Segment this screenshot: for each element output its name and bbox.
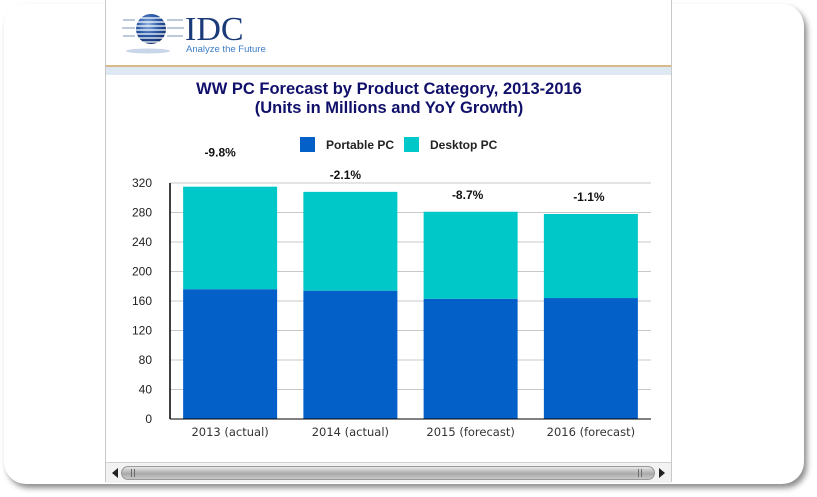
x-tick-label: 2013 (actual) bbox=[191, 425, 268, 439]
legend-swatch-desktop bbox=[404, 137, 419, 152]
chart-title: WW PC Forecast by Product Category, 2013… bbox=[196, 80, 582, 98]
scroll-right-arrow-icon[interactable] bbox=[659, 468, 665, 478]
growth-label: -1.1% bbox=[573, 190, 605, 204]
bars bbox=[183, 186, 638, 419]
y-tick-label: 200 bbox=[132, 265, 152, 279]
bar-desktop-pc bbox=[303, 191, 398, 291]
x-axis-ticks: 2013 (actual) 2014 (actual) 2015 (forecast… bbox=[191, 425, 635, 439]
bar-portable-pc bbox=[303, 290, 398, 419]
header-divider bbox=[106, 65, 671, 67]
growth-label: -8.7% bbox=[452, 188, 484, 202]
y-tick-label: 120 bbox=[132, 324, 152, 338]
y-axis-ticks: 0 40 80 120 160 200 240 280 320 bbox=[132, 176, 152, 426]
bar-desktop-pc bbox=[183, 186, 278, 290]
legend-swatch-portable bbox=[300, 137, 315, 152]
y-tick-label: 0 bbox=[145, 412, 152, 426]
chart-subtitle: (Units in Millions and YoY Growth) bbox=[255, 99, 524, 117]
bar-portable-pc bbox=[183, 289, 278, 419]
bar-desktop-pc bbox=[423, 211, 518, 299]
stacked-bar-chart: WW PC Forecast by Product Category, 2013… bbox=[132, 80, 651, 439]
logo-tagline: Analyze the Future bbox=[186, 44, 266, 55]
thumb-grip-right bbox=[641, 469, 642, 477]
chart-panel: IDC Analyze the Future WW PC Forecast by… bbox=[105, 0, 672, 483]
logo-brand: IDC bbox=[185, 11, 244, 48]
y-tick-label: 320 bbox=[132, 176, 152, 190]
growth-label: -2.1% bbox=[330, 168, 362, 182]
idc-logo: IDC Analyze the Future bbox=[122, 11, 266, 55]
globe-icon bbox=[122, 14, 184, 54]
scroll-left-arrow-icon[interactable] bbox=[112, 468, 118, 478]
thumb-grip-left bbox=[134, 469, 135, 477]
x-tick-label: 2014 (actual) bbox=[312, 425, 389, 439]
x-tick-label: 2016 (forecast) bbox=[547, 425, 635, 439]
y-tick-label: 240 bbox=[132, 235, 152, 249]
bar-desktop-pc bbox=[543, 213, 638, 299]
thumb-grip-left bbox=[131, 469, 132, 477]
header-band bbox=[106, 67, 671, 75]
x-tick-label: 2015 (forecast) bbox=[426, 425, 514, 439]
legend-label-desktop: Desktop PC bbox=[430, 138, 498, 152]
legend-label-portable: Portable PC bbox=[326, 138, 394, 152]
bar-portable-pc bbox=[543, 298, 638, 419]
scrollbar-thumb[interactable] bbox=[121, 466, 655, 480]
growth-annotations: -9.8% -2.1% -8.7% -1.1% bbox=[204, 146, 604, 204]
bar-portable-pc bbox=[423, 298, 518, 419]
y-tick-label: 280 bbox=[132, 206, 152, 220]
y-tick-label: 80 bbox=[139, 353, 153, 367]
horizontal-scrollbar[interactable] bbox=[106, 462, 671, 483]
header: IDC Analyze the Future bbox=[106, 0, 671, 75]
legend: Portable PC Desktop PC bbox=[300, 137, 498, 152]
thumb-grip-right bbox=[638, 469, 639, 477]
growth-label: -9.8% bbox=[204, 146, 236, 160]
y-tick-label: 160 bbox=[132, 294, 152, 308]
y-tick-label: 40 bbox=[139, 383, 153, 397]
